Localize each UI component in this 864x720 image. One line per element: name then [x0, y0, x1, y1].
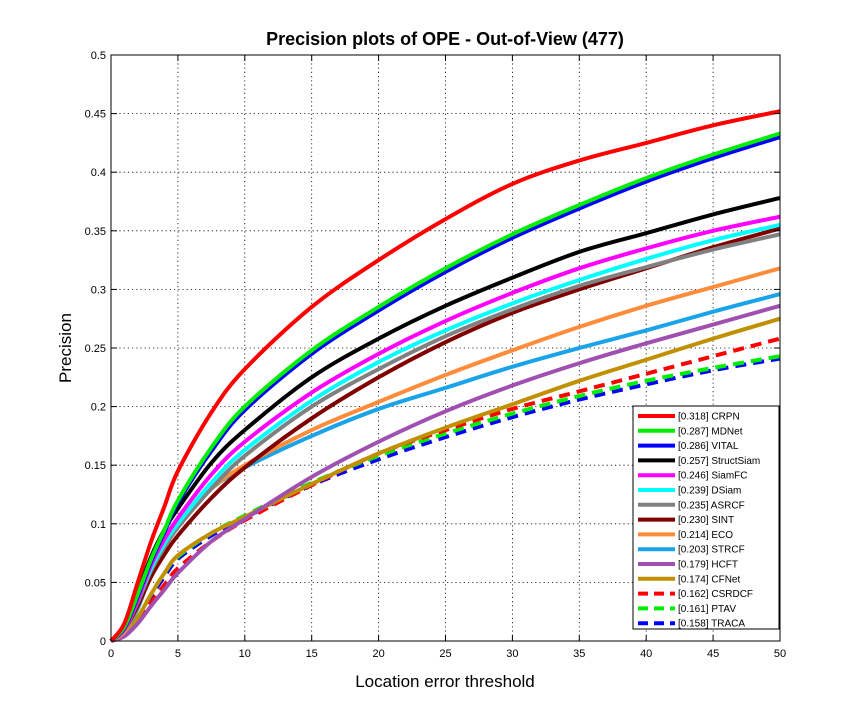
- series-line-mdnet: [109, 131, 781, 643]
- legend-label-ptav: [0.161] PTAV: [678, 604, 736, 615]
- legend-label-vital: [0.286] VITAL: [678, 441, 739, 452]
- legend-label-asrcf: [0.235] ASRCF: [678, 500, 745, 511]
- legend-label-eco: [0.214] ECO: [678, 530, 733, 541]
- legend-label-cfnet: [0.174] CFNet: [678, 574, 740, 585]
- y-tick-label: 0.15: [85, 460, 106, 472]
- series-line-cfnet: [110, 316, 781, 643]
- x-tick-label: 45: [707, 648, 719, 660]
- y-tick-label: 0.2: [91, 402, 106, 414]
- x-tick-label: 40: [640, 648, 652, 660]
- series-line-csrdcf: [110, 336, 781, 643]
- y-tick-label: 0.25: [85, 343, 106, 355]
- legend-label-csrdcf: [0.162] CSRDCF: [678, 589, 753, 600]
- y-tick-label: 0.4: [91, 167, 106, 179]
- plot-series: [109, 109, 781, 643]
- series-line-crpn: [109, 109, 781, 643]
- x-tick-label: 10: [239, 648, 251, 660]
- series-line-hcft: [110, 303, 781, 643]
- x-tick-label: 20: [372, 648, 384, 660]
- y-tick-label: 0.5: [91, 50, 106, 62]
- legend-label-dsiam: [0.239] DSiam: [678, 486, 741, 497]
- legend-label-structsiam: [0.257] StructSiam: [678, 456, 760, 467]
- legend-label-traca: [0.158] TRACA: [678, 619, 745, 630]
- x-tick-label: 0: [108, 648, 114, 660]
- y-tick-label: 0.35: [85, 226, 106, 238]
- legend-label-sint: [0.230] SINT: [678, 515, 734, 526]
- legend-label-crpn: [0.318] CRPN: [678, 412, 740, 423]
- legend-label-hcft: [0.179] HCFT: [678, 560, 738, 571]
- x-tick-label: 5: [175, 648, 181, 660]
- legend-label-mdnet: [0.287] MDNet: [678, 426, 743, 437]
- y-tick-label: 0.45: [85, 109, 106, 121]
- axis-ticks: 0 5 10 15 20 25 30 35 40 45 50 0 0.05 0.1 0.15 0.2 0.25 0…: [85, 50, 787, 660]
- x-axis-label: Location error threshold: [355, 672, 535, 691]
- y-tick-label: 0.1: [91, 519, 106, 531]
- x-tick-label: 25: [439, 648, 451, 660]
- legend: [0.318] CRPN [0.287] MDNet [0.286] VITAL [0…: [632, 405, 780, 630]
- x-tick-label: 35: [573, 648, 585, 660]
- y-axis-label: Precision: [56, 313, 75, 383]
- x-tick-label: 15: [306, 648, 318, 660]
- legend-label-strcf: [0.203] STRCF: [678, 545, 745, 556]
- y-tick-label: 0.3: [91, 284, 106, 296]
- y-tick-label: 0.05: [85, 577, 106, 589]
- x-tick-label: 30: [506, 648, 518, 660]
- x-tick-label: 50: [774, 648, 786, 660]
- chart-title: Precision plots of OPE - Out-of-View (47…: [266, 29, 624, 49]
- y-tick-label: 0: [100, 636, 106, 648]
- legend-label-siamfc: [0.246] SiamFC: [678, 471, 747, 482]
